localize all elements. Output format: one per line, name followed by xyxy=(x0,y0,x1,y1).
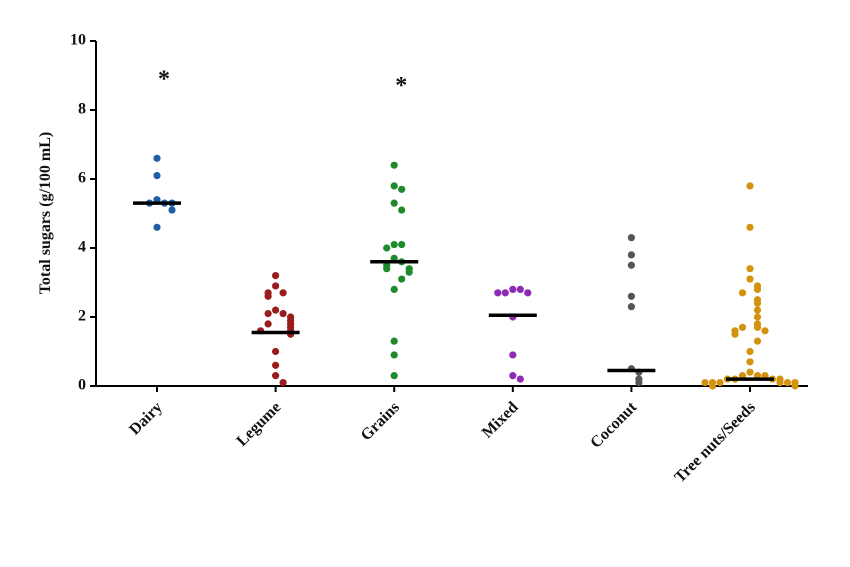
data-point xyxy=(153,154,161,162)
data-point xyxy=(708,382,717,390)
data-point xyxy=(761,327,769,335)
data-point xyxy=(279,378,287,387)
data-point xyxy=(627,261,636,269)
y-tick-label: 8 xyxy=(78,101,86,118)
data-point xyxy=(390,182,398,190)
data-point xyxy=(753,337,762,345)
data-point xyxy=(494,289,502,297)
data-point xyxy=(398,275,406,283)
x-tick-label: Grains xyxy=(358,399,403,444)
data-point xyxy=(272,272,280,280)
data-point xyxy=(746,368,754,376)
data-point xyxy=(627,292,636,300)
y-axis-label: Total sugars (g/100 mL) xyxy=(37,132,54,295)
annotation: * xyxy=(395,73,407,99)
data-point xyxy=(272,282,280,290)
data-point xyxy=(753,323,762,331)
data-point xyxy=(153,223,161,231)
data-point xyxy=(524,289,532,297)
data-point xyxy=(509,351,517,359)
data-point xyxy=(264,309,272,318)
data-point xyxy=(516,375,524,383)
y-tick-label: 2 xyxy=(78,308,86,325)
data-point xyxy=(738,323,747,331)
data-point xyxy=(383,265,391,273)
data-point xyxy=(716,378,724,387)
data-point xyxy=(398,206,406,214)
data-point xyxy=(168,206,176,214)
data-point xyxy=(398,185,406,193)
data-point xyxy=(383,244,391,252)
x-tick-label: Legume xyxy=(233,399,284,450)
data-point xyxy=(272,372,280,380)
data-point xyxy=(272,306,280,314)
data-point xyxy=(390,351,398,359)
data-point xyxy=(279,309,287,318)
data-point xyxy=(746,182,754,190)
data-point xyxy=(776,378,784,387)
data-point xyxy=(264,292,272,300)
data-point xyxy=(390,285,398,293)
y-tick-label: 0 xyxy=(78,377,86,394)
data-point xyxy=(272,347,280,356)
data-point xyxy=(390,337,398,345)
data-point xyxy=(701,378,709,387)
data-point xyxy=(753,306,762,314)
x-tick-label: Coconut xyxy=(587,398,640,451)
data-point xyxy=(627,303,636,311)
data-point xyxy=(738,289,747,297)
x-tick-label: Tree nuts/Seeds xyxy=(671,399,758,486)
y-tick-label: 10 xyxy=(70,32,86,49)
data-point xyxy=(516,285,524,293)
data-point xyxy=(731,330,739,338)
y-tick-label: 4 xyxy=(78,239,86,256)
data-point xyxy=(746,347,754,356)
data-point xyxy=(753,313,762,321)
data-point xyxy=(398,240,406,249)
data-point xyxy=(783,378,792,387)
data-point xyxy=(390,240,398,249)
data-point xyxy=(501,289,509,297)
x-tick-label: Dairy xyxy=(126,399,166,439)
data-point xyxy=(791,382,799,390)
data-point xyxy=(405,268,413,276)
data-point xyxy=(390,161,398,169)
data-point xyxy=(279,289,287,297)
data-point xyxy=(746,275,754,283)
data-point xyxy=(627,251,636,259)
data-point xyxy=(753,299,762,307)
data-point xyxy=(390,372,398,380)
data-point xyxy=(746,223,754,231)
y-tick-label: 6 xyxy=(78,170,86,187)
data-point xyxy=(746,265,754,273)
data-point xyxy=(264,320,272,328)
data-point xyxy=(509,372,517,380)
annotation: * xyxy=(158,66,170,92)
data-point xyxy=(509,285,517,293)
data-point xyxy=(153,171,161,180)
data-point xyxy=(753,285,762,293)
data-point xyxy=(272,361,280,369)
x-tick-label: Mixed xyxy=(479,399,522,442)
data-point xyxy=(635,378,643,387)
data-point xyxy=(627,234,636,242)
data-point xyxy=(390,199,398,207)
data-point xyxy=(746,358,754,366)
